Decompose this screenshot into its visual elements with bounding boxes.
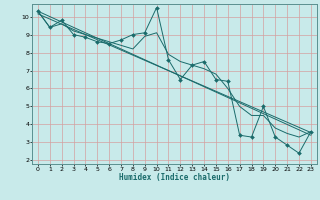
X-axis label: Humidex (Indice chaleur): Humidex (Indice chaleur) bbox=[119, 173, 230, 182]
